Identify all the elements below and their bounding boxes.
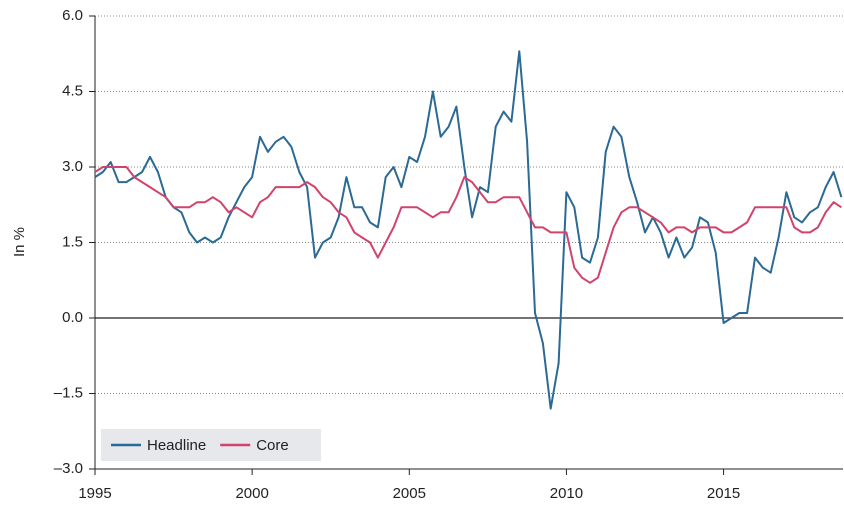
y-axis-label: In % bbox=[11, 227, 28, 257]
y-tick-label: –1.5 bbox=[54, 384, 83, 401]
y-tick-label: 6.0 bbox=[62, 7, 83, 24]
x-tick-label: 1995 bbox=[78, 485, 111, 502]
legend-label: Core bbox=[256, 437, 289, 454]
x-tick-label: 2010 bbox=[550, 485, 583, 502]
y-tick-label: –3.0 bbox=[54, 460, 83, 477]
y-tick-label: 0.0 bbox=[62, 309, 83, 326]
legend-label: Headline bbox=[147, 437, 206, 454]
y-tick-label: 4.5 bbox=[62, 82, 83, 99]
line-series bbox=[94, 50, 843, 410]
line-series bbox=[94, 166, 842, 284]
y-tick-label: 3.0 bbox=[62, 158, 83, 175]
x-tick-label: 2000 bbox=[235, 485, 268, 502]
x-tick-label: 2005 bbox=[393, 485, 426, 502]
y-tick-label: 1.5 bbox=[62, 233, 83, 250]
x-tick-label: 2015 bbox=[707, 485, 740, 502]
